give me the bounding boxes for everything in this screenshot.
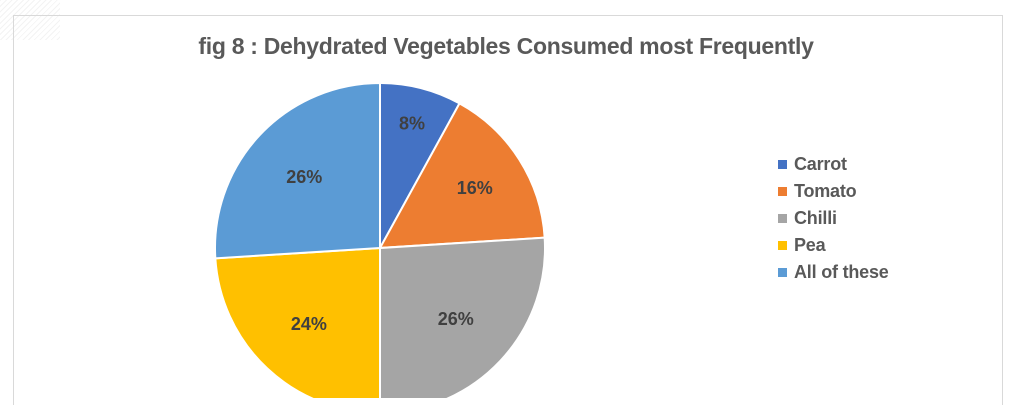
legend-label: All of these [794,262,889,283]
legend-item-tomato: Tomato [778,178,889,205]
legend-item-all-of-these: All of these [778,259,889,286]
data-label: 26% [438,309,474,329]
legend-swatch [778,214,787,223]
data-label: 24% [291,314,327,334]
legend-item-pea: Pea [778,232,889,259]
legend-label: Tomato [794,181,856,202]
legend-swatch [778,160,787,169]
pie-slices [215,83,545,398]
legend-item-chilli: Chilli [778,205,889,232]
legend-label: Carrot [794,154,847,175]
legend-swatch [778,268,787,277]
data-label: 16% [457,178,493,198]
data-label: 8% [399,113,425,133]
legend-label: Pea [794,235,825,256]
legend-swatch [778,187,787,196]
data-label: 26% [286,167,322,187]
legend-swatch [778,241,787,250]
legend-label: Chilli [794,208,837,229]
legend: Carrot Tomato Chilli Pea All of these [778,151,889,286]
legend-item-carrot: Carrot [778,151,889,178]
